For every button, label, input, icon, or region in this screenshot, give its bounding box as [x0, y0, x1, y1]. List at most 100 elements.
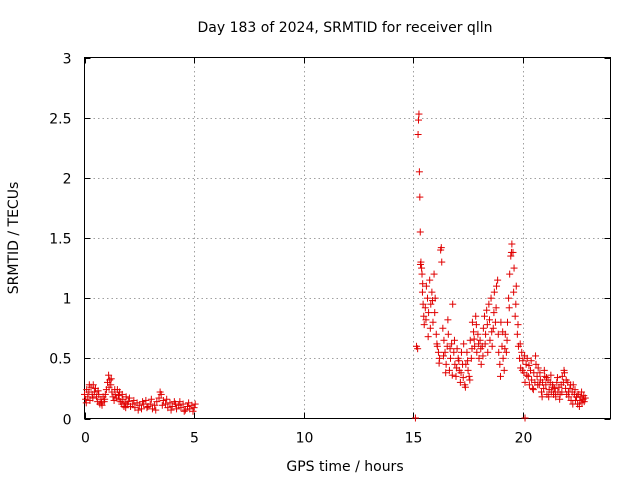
x-tick-label: 0: [81, 431, 90, 447]
data-point: [496, 372, 504, 380]
data-point: [488, 342, 496, 350]
data-point: [547, 371, 555, 379]
data-point: [418, 270, 426, 278]
data-point: [426, 324, 434, 332]
data-point: [442, 360, 450, 368]
x-tick-label: 5: [190, 431, 199, 447]
data-point: [477, 360, 485, 368]
data-point: [115, 395, 123, 403]
data-point: [508, 240, 516, 248]
data-point: [414, 345, 422, 353]
chart-title: Day 183 of 2024, SRMTID for receiver qll…: [198, 20, 493, 36]
data-point: [137, 405, 145, 413]
data-point: [477, 345, 485, 353]
y-tick-label: 1.5: [49, 232, 71, 248]
data-point: [191, 400, 199, 408]
data-point: [107, 375, 115, 383]
data-point: [411, 414, 419, 422]
data-point: [451, 360, 459, 368]
data-point: [420, 312, 428, 320]
y-tick-label: 2: [63, 172, 72, 188]
data-point: [466, 376, 474, 384]
data-point: [479, 324, 487, 332]
data-point: [511, 312, 519, 320]
tick-label-layer: 0 5 10 15 20 0 0.5 1 1.5 2 2.5 3: [49, 52, 532, 447]
data-point: [142, 396, 150, 404]
data-point: [415, 110, 423, 118]
data-point: [415, 168, 423, 176]
data-point: [444, 330, 452, 338]
data-point: [499, 354, 507, 362]
data-point: [422, 316, 430, 324]
data-point: [525, 362, 533, 370]
data-point: [527, 357, 535, 365]
data-point: [84, 393, 92, 401]
data-point: [503, 336, 511, 344]
data-point: [421, 304, 429, 312]
data-point: [502, 348, 510, 356]
data-point: [467, 354, 475, 362]
data-point: [484, 348, 492, 356]
data-point: [429, 318, 437, 326]
data-point: [494, 330, 502, 338]
data-point: [450, 336, 458, 344]
data-point: [475, 354, 483, 362]
data-point: [105, 371, 113, 379]
data-point: [457, 369, 465, 377]
points-layer: [81, 110, 589, 422]
data-point: [529, 386, 537, 394]
data-point: [439, 352, 447, 360]
data-point: [439, 324, 447, 332]
data-point: [466, 336, 474, 344]
data-point: [472, 321, 480, 329]
data-point: [455, 357, 463, 365]
data-point: [532, 360, 540, 368]
data-point: [573, 390, 581, 398]
data-point: [490, 288, 498, 296]
y-tick-label: 1: [63, 292, 72, 308]
data-point: [89, 394, 97, 402]
data-point: [558, 388, 566, 396]
data-point: [434, 348, 442, 356]
data-point: [475, 340, 483, 348]
data-point: [130, 396, 138, 404]
data-point: [560, 366, 568, 374]
y-tick-label: 2.5: [49, 112, 71, 128]
data-point: [124, 398, 132, 406]
data-point: [545, 393, 553, 401]
data-point: [460, 340, 468, 348]
y-tick-label: 0.5: [49, 352, 71, 368]
data-point: [167, 406, 175, 414]
tick-layer: [84, 57, 611, 420]
data-point: [503, 318, 511, 326]
data-point: [514, 321, 522, 329]
data-point: [537, 388, 545, 396]
data-point: [418, 288, 426, 296]
data-point: [476, 336, 484, 344]
data-point: [105, 383, 113, 391]
data-point: [173, 405, 181, 413]
data-point: [171, 400, 179, 408]
data-point: [461, 383, 469, 391]
data-point: [536, 369, 544, 377]
data-point: [159, 396, 167, 404]
data-point: [106, 376, 114, 384]
data-point: [490, 309, 498, 317]
data-point: [569, 400, 577, 408]
data-point: [522, 360, 530, 368]
data-point: [162, 400, 170, 408]
data-point: [465, 372, 473, 380]
data-point: [414, 131, 422, 139]
data-point: [432, 330, 440, 338]
data-point: [534, 381, 542, 389]
data-point: [427, 300, 435, 308]
data-point: [122, 393, 130, 401]
data-point: [419, 300, 427, 308]
data-point: [553, 374, 561, 382]
y-tick-label: 3: [63, 52, 72, 68]
data-point: [551, 388, 559, 396]
data-point: [558, 372, 566, 380]
data-point: [420, 321, 428, 329]
data-point: [114, 392, 122, 400]
